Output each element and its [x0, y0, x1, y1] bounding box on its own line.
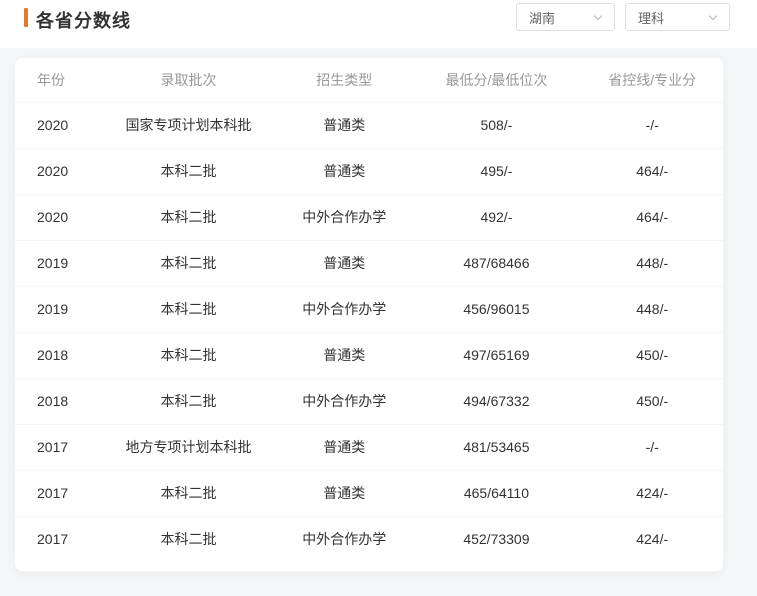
- table-cell: 495/-: [411, 147, 582, 194]
- table-row: 2019 本科二批 中外合作办学 456/96015 448/-: [15, 285, 723, 332]
- subject-select[interactable]: 理科: [625, 3, 730, 31]
- table-cell: 492/-: [411, 193, 582, 240]
- table-cell: 中外合作办学: [276, 193, 412, 240]
- table-cell: 2017: [15, 515, 100, 562]
- table-cell: 本科二批: [99, 331, 277, 378]
- table-cell: 本科二批: [99, 239, 277, 286]
- table-cell: 481/53465: [411, 423, 582, 470]
- table-cell: 本科二批: [99, 147, 277, 194]
- table-cell: 464/-: [581, 193, 723, 240]
- table-cell: 本科二批: [99, 285, 277, 332]
- table-cell: -/-: [581, 101, 723, 148]
- table-row: 2019 本科二批 普通类 487/68466 448/-: [15, 239, 723, 286]
- table-row: 2017 本科二批 普通类 465/64110 424/-: [15, 469, 723, 516]
- table-cell: 2020: [15, 193, 100, 240]
- table-cell: 国家专项计划本科批: [99, 101, 277, 148]
- column-header: 录取批次: [160, 71, 217, 88]
- table-cell: 本科二批: [99, 377, 277, 424]
- table-cell: 497/65169: [411, 331, 582, 378]
- page-title: 各省分数线: [36, 11, 131, 31]
- table-row: 2020 本科二批 中外合作办学 492/- 464/-: [15, 193, 723, 240]
- accent-bar: [24, 8, 28, 27]
- table-cell: 普通类: [276, 469, 412, 516]
- table-cell: 2019: [15, 285, 100, 332]
- table-cell: 2018: [15, 377, 100, 424]
- chevron-down-icon: [592, 11, 604, 23]
- column-header: 省控线/专业分: [608, 71, 697, 88]
- column-header: 年份: [37, 71, 65, 88]
- table-cell: 普通类: [276, 331, 412, 378]
- table-cell: 450/-: [581, 331, 723, 378]
- table-cell: 普通类: [276, 423, 412, 470]
- table-cell: 2018: [15, 331, 100, 378]
- table-cell: 地方专项计划本科批: [99, 423, 277, 470]
- province-select-value: 湖南: [529, 10, 556, 26]
- table-row: 2020 国家专项计划本科批 普通类 508/- -/-: [15, 101, 723, 148]
- table-cell: 2020: [15, 101, 100, 148]
- table-cell: 448/-: [581, 239, 723, 286]
- table-cell: 中外合作办学: [276, 377, 412, 424]
- table-row: 2017 地方专项计划本科批 普通类 481/53465 -/-: [15, 423, 723, 470]
- column-header: 最低分/最低位次: [445, 71, 548, 88]
- table-cell: 452/73309: [411, 515, 582, 562]
- table-body: 2020 国家专项计划本科批 普通类 508/- -/- 2020 本科二批 普通类 495/-…: [15, 101, 723, 562]
- score-table-panel: 年份 录取批次 招生类型 最低分/最低位次 省控线/专业分 2020 国家专项计划本科批普…: [14, 57, 724, 572]
- table-cell: 424/-: [581, 515, 723, 562]
- table-header-row: 年份 录取批次 招生类型 最低分/最低位次 省控线/专业分: [15, 58, 723, 102]
- table-cell: 普通类: [276, 147, 412, 194]
- table-cell: 508/-: [411, 101, 582, 148]
- table-row: 2018 本科二批 中外合作办学 494/67332 450/-: [15, 377, 723, 424]
- table-row: 2018 本科二批 普通类 497/65169 450/-: [15, 331, 723, 378]
- table-cell: 448/-: [581, 285, 723, 332]
- province-select[interactable]: 湖南: [516, 3, 615, 31]
- table-cell: 普通类: [276, 101, 412, 148]
- table-cell: 2017: [15, 423, 100, 470]
- table-cell: 2020: [15, 147, 100, 194]
- table-cell: 424/-: [581, 469, 723, 516]
- table-cell: 487/68466: [411, 239, 582, 286]
- table-cell: 本科二批: [99, 469, 277, 516]
- table-row: 2017 本科二批 中外合作办学 452/73309 424/-: [15, 515, 723, 562]
- table-cell: 中外合作办学: [276, 285, 412, 332]
- column-header: 招生类型: [316, 71, 373, 88]
- table-cell: 普通类: [276, 239, 412, 286]
- table-cell: 中外合作办学: [276, 515, 412, 562]
- table-cell: 465/64110: [411, 469, 582, 516]
- table-cell: 2019: [15, 239, 100, 286]
- table-cell: -/-: [581, 423, 723, 470]
- title-bar: 各省分数线 湖南 理科: [0, 0, 757, 48]
- table-cell: 本科二批: [99, 193, 277, 240]
- table-cell: 450/-: [581, 377, 723, 424]
- table-row: 2020 本科二批 普通类 495/- 464/-: [15, 147, 723, 194]
- chevron-down-icon: [707, 11, 719, 23]
- subject-select-value: 理科: [638, 10, 665, 26]
- table-cell: 494/67332: [411, 377, 582, 424]
- table-cell: 2017: [15, 469, 100, 516]
- score-table: 年份 录取批次 招生类型 最低分/最低位次 省控线/专业分 2020 国家专项计划本科批普…: [15, 58, 723, 562]
- table-cell: 本科二批: [99, 515, 277, 562]
- table-cell: 456/96015: [411, 285, 582, 332]
- table-cell: 464/-: [581, 147, 723, 194]
